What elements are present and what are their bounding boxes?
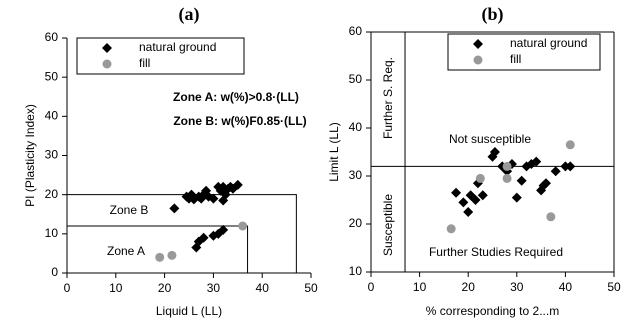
data-point — [446, 224, 456, 234]
annotation: Not susceptible — [449, 132, 531, 146]
data-point — [463, 207, 474, 217]
y-tick-label: 50 — [349, 72, 363, 86]
y-tick-label: 10 — [349, 264, 363, 278]
data-point — [565, 161, 576, 172]
legend-label: fill — [139, 56, 150, 70]
y-axis-label: Limit L (LL) — [327, 122, 341, 182]
y-tick-label: 40 — [45, 109, 59, 123]
y-tick-label: 60 — [45, 30, 59, 44]
data-point — [238, 221, 248, 231]
y-axis-label: PI (Plasticity Index) — [23, 104, 37, 207]
x-tick-label: 40 — [256, 281, 270, 295]
data-point — [531, 156, 542, 167]
x-tick-label: 50 — [607, 280, 621, 294]
data-point — [516, 175, 527, 186]
y-tick-label: 20 — [45, 187, 59, 201]
data-point — [511, 192, 522, 203]
legend-marker — [102, 59, 112, 69]
data-point — [167, 250, 177, 260]
data-point — [565, 140, 575, 150]
annotation: Further S. Req. — [381, 57, 395, 139]
x-axis-label: % corresponding to 2...m — [426, 304, 559, 318]
x-tick-label: 20 — [462, 280, 476, 294]
data-point — [218, 224, 229, 235]
data-point — [232, 179, 243, 190]
y-tick-label: 30 — [45, 148, 59, 162]
data-point — [451, 187, 462, 198]
legend-marker — [473, 55, 483, 65]
annotation: Zone B — [110, 203, 149, 217]
data-point — [475, 173, 485, 183]
data-point — [470, 195, 481, 205]
annotation: Zone A — [107, 244, 145, 258]
y-tick-label: 0 — [51, 265, 58, 279]
data-point — [489, 147, 500, 157]
data-point — [502, 161, 512, 171]
x-tick-label: 40 — [559, 280, 573, 294]
chart-title: (b) — [482, 4, 504, 25]
annotation: Susceptible — [381, 194, 395, 256]
x-tick-label: 30 — [510, 280, 524, 294]
legend-label: fill — [510, 52, 521, 66]
legend-box — [447, 33, 601, 71]
x-tick-label: 20 — [158, 281, 172, 295]
x-tick-label: 30 — [207, 281, 221, 295]
y-tick-label: 60 — [349, 24, 363, 38]
legend-label: natural ground — [139, 40, 216, 54]
y-tick-label: 40 — [349, 120, 363, 134]
y-tick-label: 20 — [349, 216, 363, 230]
data-point — [155, 252, 165, 262]
data-point — [169, 203, 180, 214]
data-point — [458, 197, 469, 208]
x-tick-label: 10 — [413, 280, 427, 294]
annotation: Zone A: w(%)>0.8·(LL) — [173, 90, 299, 104]
data-point — [546, 212, 556, 222]
y-tick-label: 50 — [45, 69, 59, 83]
data-point — [477, 190, 488, 201]
annotation: Further Studies Required — [429, 245, 563, 259]
data-point — [540, 178, 551, 189]
x-tick-label: 0 — [368, 280, 375, 294]
legend-marker — [102, 43, 112, 53]
x-axis-label: Liquid L (LL) — [156, 304, 222, 318]
data-point — [502, 173, 512, 183]
zone-line — [67, 225, 249, 273]
legend-marker — [473, 39, 483, 49]
chart-title: (a) — [179, 4, 200, 25]
data-point — [550, 166, 561, 177]
x-tick-label: 10 — [109, 281, 123, 295]
y-tick-label: 10 — [45, 226, 59, 240]
zone-line — [67, 194, 297, 273]
annotation: Zone B: w(%)F0.85·(LL) — [173, 114, 306, 128]
data-point — [208, 193, 219, 204]
x-tick-label: 50 — [304, 281, 318, 295]
legend-label: natural ground — [510, 36, 587, 50]
legend-box — [76, 37, 245, 75]
y-tick-label: 30 — [349, 168, 363, 182]
x-tick-label: 0 — [64, 281, 71, 295]
data-point — [198, 232, 209, 243]
